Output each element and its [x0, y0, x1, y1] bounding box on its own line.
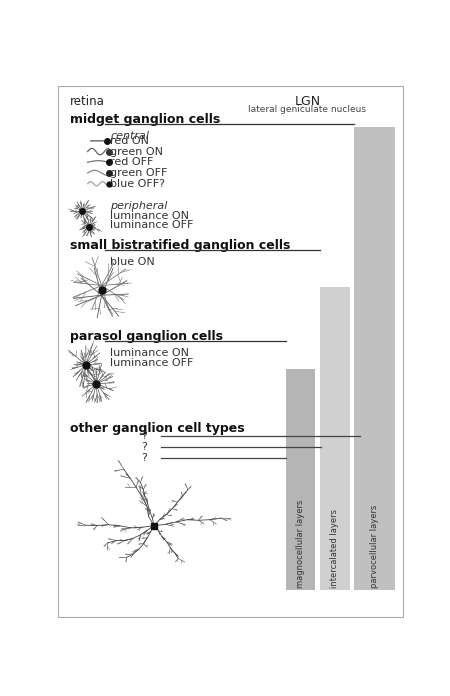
- Bar: [355, 127, 395, 590]
- Bar: [320, 287, 350, 590]
- Text: ?: ?: [142, 442, 148, 452]
- Text: red OFF: red OFF: [110, 157, 154, 167]
- Text: central: central: [110, 131, 149, 141]
- Text: midget ganglion cells: midget ganglion cells: [70, 113, 220, 126]
- Text: luminance ON: luminance ON: [110, 348, 189, 358]
- Text: retina: retina: [70, 95, 105, 109]
- Text: parasol ganglion cells: parasol ganglion cells: [70, 330, 223, 343]
- Text: parvocellular layers: parvocellular layers: [370, 505, 379, 588]
- Text: green ON: green ON: [110, 147, 163, 157]
- Text: blue ON: blue ON: [110, 257, 155, 267]
- Text: lateral geniculate nucleus: lateral geniculate nucleus: [248, 105, 366, 114]
- Text: other ganglion cell types: other ganglion cell types: [70, 422, 245, 435]
- Text: peripheral: peripheral: [110, 201, 168, 212]
- Text: LGN: LGN: [294, 95, 320, 109]
- Text: green OFF: green OFF: [110, 168, 168, 178]
- Text: blue OFF?: blue OFF?: [110, 179, 165, 189]
- Text: ?: ?: [142, 452, 148, 463]
- Text: magnocellular layers: magnocellular layers: [296, 500, 305, 588]
- Bar: [287, 369, 315, 590]
- Text: luminance ON: luminance ON: [110, 211, 189, 221]
- Text: luminance OFF: luminance OFF: [110, 358, 194, 368]
- Text: small bistratified ganglion cells: small bistratified ganglion cells: [70, 239, 291, 252]
- Text: luminance OFF: luminance OFF: [110, 220, 194, 230]
- Text: red ON: red ON: [110, 136, 149, 146]
- Text: intercalated layers: intercalated layers: [330, 509, 339, 588]
- Text: ?: ?: [142, 431, 148, 441]
